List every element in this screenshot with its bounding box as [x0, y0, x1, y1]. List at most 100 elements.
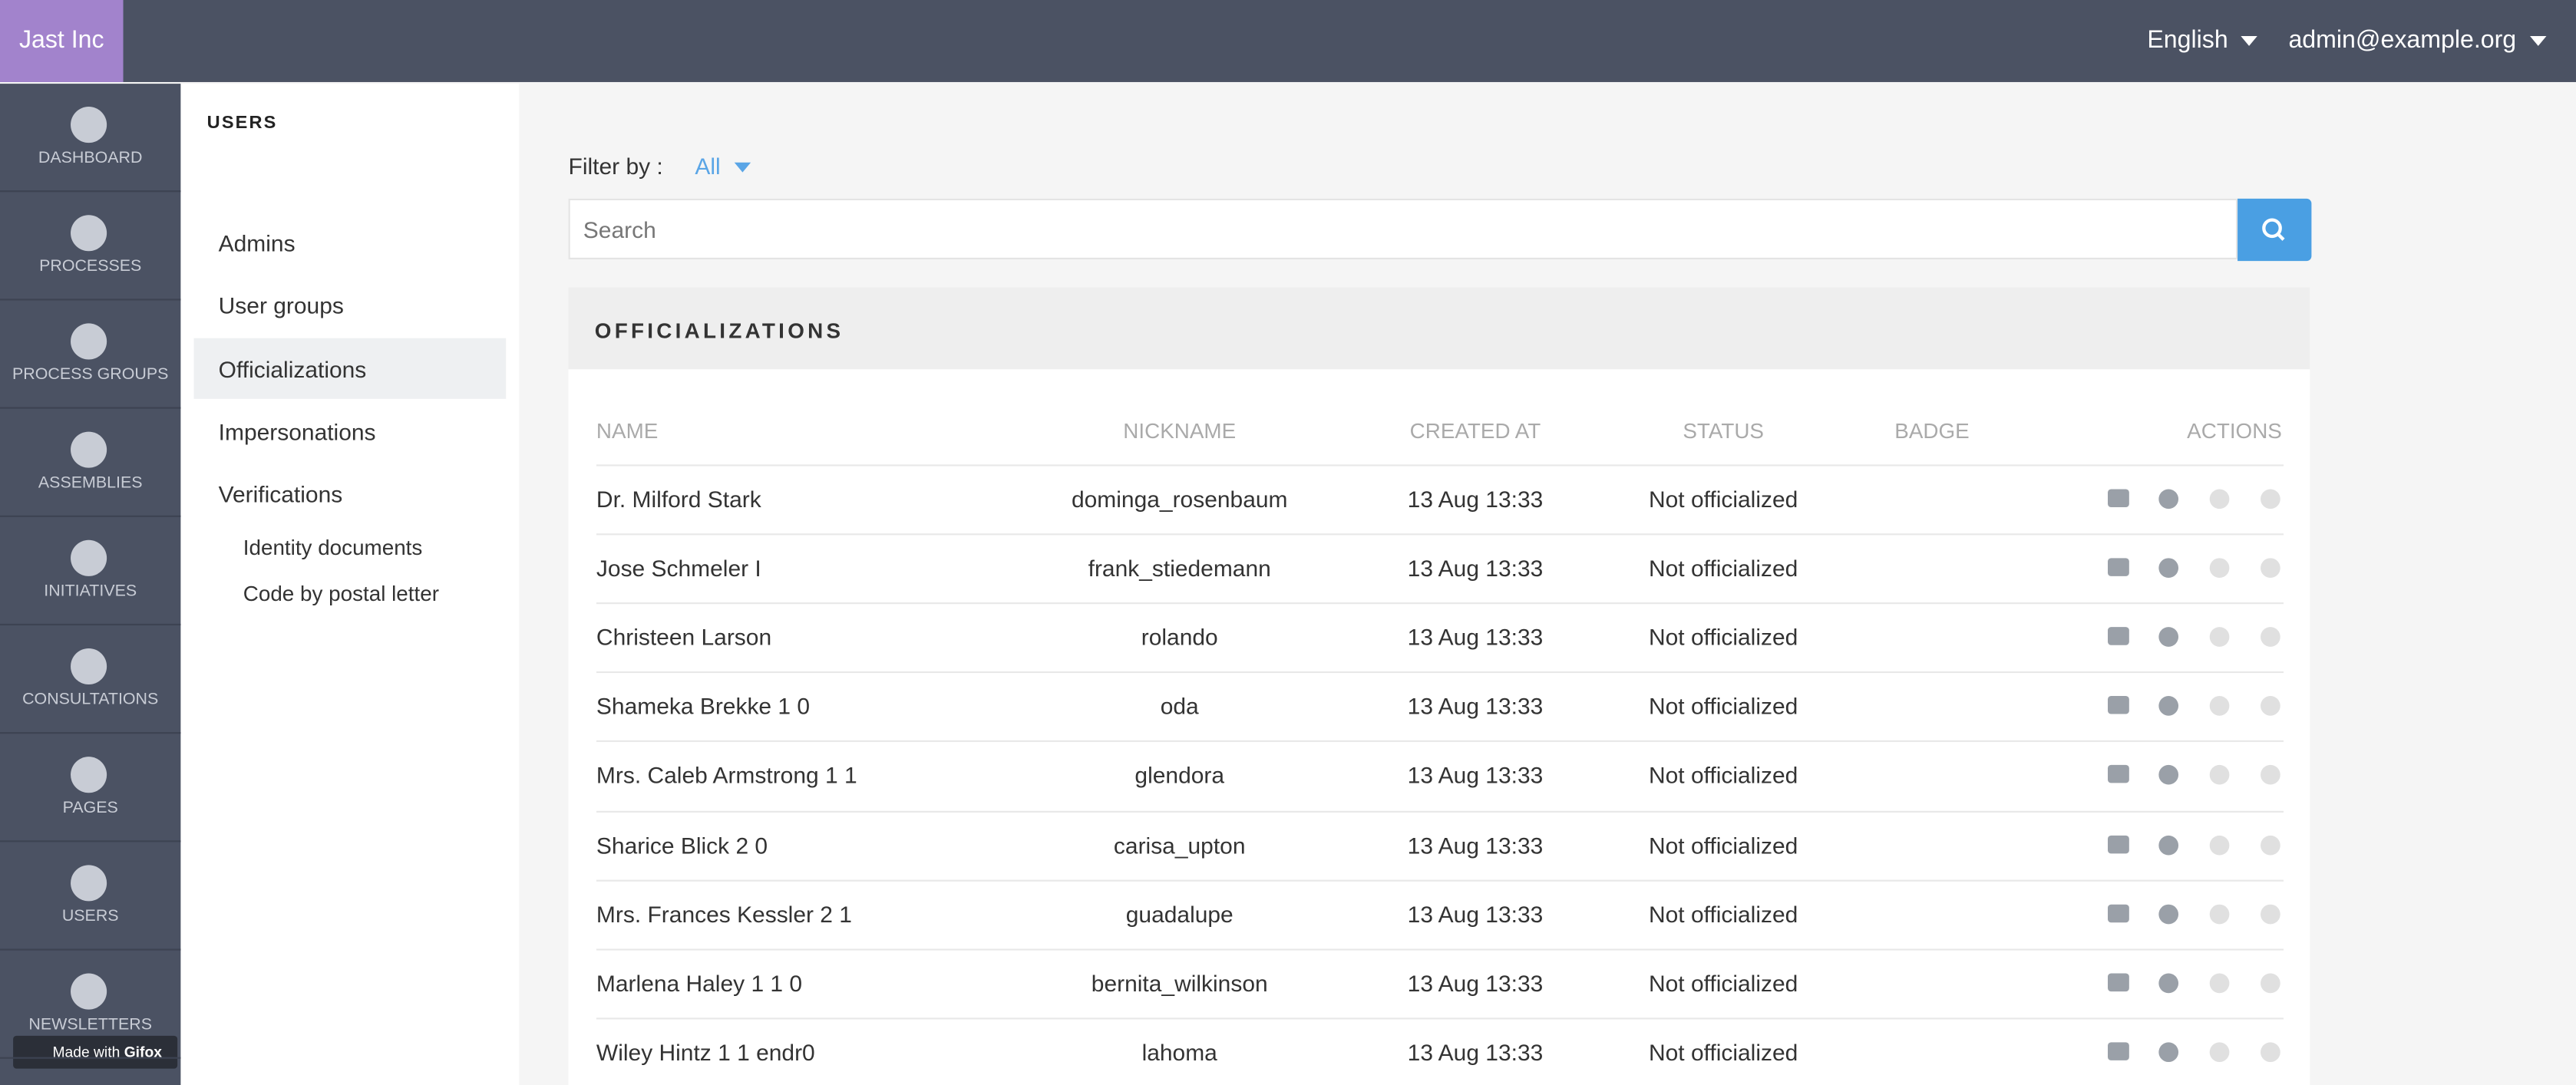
row-divider — [596, 671, 2284, 674]
user[interactable]: admin@example.org — [2288, 26, 2517, 54]
language-menu[interactable]: English — [2147, 26, 2258, 54]
cell: Not officialized — [1648, 969, 1798, 996]
table-card-header — [568, 287, 2310, 370]
action-icon[interactable] — [2108, 627, 2129, 646]
language[interactable]: English — [2147, 26, 2228, 54]
action-icon[interactable] — [2209, 972, 2230, 993]
nav-item[interactable]: CONSULTATIONS — [0, 625, 181, 734]
action-icon[interactable] — [2158, 765, 2179, 786]
action-icon[interactable] — [2108, 696, 2129, 715]
action-icon[interactable] — [2209, 1041, 2230, 1062]
nav-label: CONSULTATIONS — [22, 691, 159, 710]
nav-item[interactable]: PAGES — [0, 734, 181, 843]
cell: Not officialized — [1648, 831, 1798, 858]
action-icon[interactable] — [2209, 489, 2230, 510]
action-icon[interactable] — [2209, 765, 2230, 786]
cell: Shameka Brekke 1 0 — [596, 693, 811, 720]
nav-item[interactable]: PROCESS GROUPS — [0, 300, 181, 409]
cell: 13 Aug 13:33 — [1407, 693, 1544, 720]
cell: dominga_rosenbaum — [1071, 486, 1288, 513]
subnav-title: USERS — [206, 113, 278, 134]
nav-item[interactable]: INITIATIVES — [0, 517, 181, 626]
column-header: NICKNAME — [1123, 418, 1237, 444]
nav-label: PROCESS GROUPS — [12, 366, 169, 384]
nav-item[interactable]: DASHBOARD — [0, 84, 181, 193]
action-icon[interactable] — [2108, 765, 2129, 784]
action-icon[interactable] — [2261, 489, 2280, 510]
subnav-item[interactable]: Verifications — [218, 481, 343, 508]
action-icon[interactable] — [2158, 489, 2179, 510]
nav-item[interactable]: NEWSLETTERS — [0, 951, 181, 1059]
row-divider — [596, 740, 2284, 743]
cell: Jose Schmeler I — [596, 555, 761, 582]
cell: 13 Aug 13:33 — [1407, 900, 1544, 927]
brand[interactable]: Jast Inc — [0, 0, 124, 82]
action-icon[interactable] — [2209, 903, 2230, 924]
nav-label: PROCESSES — [39, 257, 142, 276]
filter-dropdown[interactable]: All — [695, 152, 751, 180]
search-input[interactable]: Search — [568, 198, 2238, 259]
nav-label: INITIATIVES — [44, 582, 137, 601]
nav-item[interactable]: ASSEMBLIES — [0, 409, 181, 517]
action-icon[interactable] — [2209, 627, 2230, 648]
filter-value[interactable]: All — [695, 152, 721, 180]
action-icon[interactable] — [2209, 696, 2230, 717]
action-icon[interactable] — [2158, 1041, 2179, 1062]
cell: Mrs. Caleb Armstrong 1 1 — [596, 762, 857, 789]
nav-icon — [71, 107, 107, 143]
cell: Not officialized — [1648, 1038, 1798, 1065]
action-icon[interactable] — [2261, 972, 2280, 993]
nav-label: PAGES — [62, 799, 118, 818]
cell: carisa_upton — [1113, 831, 1246, 858]
action-icon[interactable] — [2261, 627, 2280, 648]
watermark-brand: Gifox — [124, 1044, 162, 1060]
subnav-item[interactable]: Admins — [218, 229, 296, 256]
nav-icon — [71, 323, 107, 360]
action-icon[interactable] — [2108, 558, 2129, 577]
action-icon[interactable] — [2108, 834, 2129, 853]
cell: frank_stiedemann — [1088, 555, 1271, 582]
nav-icon — [71, 431, 107, 468]
cell: Sharice Blick 2 0 — [596, 831, 768, 858]
action-icon[interactable] — [2108, 489, 2129, 508]
table-title: OFFICIALIZATIONS — [594, 318, 844, 344]
action-icon[interactable] — [2108, 903, 2129, 922]
cell: Wiley Hintz 1 1 endr0 — [596, 1038, 815, 1065]
row-divider — [596, 1017, 2284, 1020]
subnav-subitem[interactable]: Identity documents — [243, 535, 423, 560]
action-icon[interactable] — [2261, 696, 2280, 717]
subnav-item[interactable]: Impersonations — [218, 418, 376, 445]
search-icon — [2262, 218, 2285, 241]
action-icon[interactable] — [2261, 1041, 2280, 1062]
nav-icon — [71, 865, 107, 902]
cell: glendora — [1134, 762, 1225, 789]
subnav-item[interactable]: Officializations — [218, 355, 367, 382]
cell: 13 Aug 13:33 — [1407, 486, 1544, 513]
action-icon[interactable] — [2209, 558, 2230, 579]
action-icon[interactable] — [2108, 972, 2129, 991]
cell: guadalupe — [1125, 900, 1234, 927]
action-icon[interactable] — [2158, 696, 2179, 717]
action-icon[interactable] — [2158, 558, 2179, 579]
action-icon[interactable] — [2261, 558, 2280, 579]
action-icon[interactable] — [2158, 834, 2179, 855]
action-icon[interactable] — [2158, 903, 2179, 924]
watermark-text: Made with — [52, 1044, 121, 1060]
nav-item[interactable]: PROCESSES — [0, 192, 181, 301]
action-icon[interactable] — [2158, 972, 2179, 993]
action-icon[interactable] — [2158, 627, 2179, 648]
nav-icon — [71, 539, 107, 576]
subnav-subitem[interactable]: Code by postal letter — [243, 581, 439, 606]
subnav-item[interactable]: User groups — [218, 292, 344, 319]
action-icon[interactable] — [2261, 834, 2280, 855]
nav-icon — [71, 757, 107, 793]
action-icon[interactable] — [2209, 834, 2230, 855]
user-menu[interactable]: admin@example.org — [2288, 26, 2546, 54]
search-button[interactable] — [2237, 198, 2312, 262]
action-icon[interactable] — [2108, 1041, 2129, 1060]
watermark: Made with Gifox — [13, 1035, 178, 1069]
action-icon[interactable] — [2261, 765, 2280, 786]
nav-item[interactable]: USERS — [0, 842, 181, 951]
action-icon[interactable] — [2261, 903, 2280, 924]
row-divider — [596, 464, 2284, 467]
